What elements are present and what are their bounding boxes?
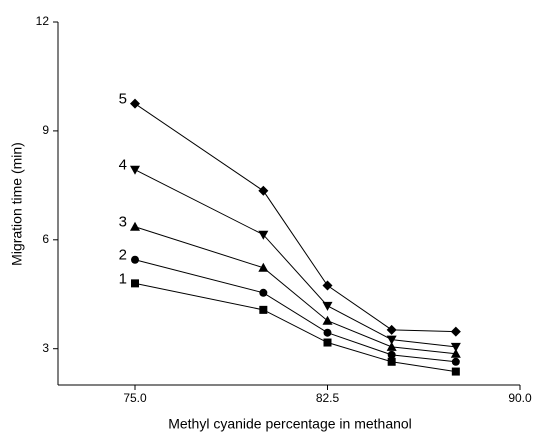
series-label: 2 xyxy=(119,247,127,264)
marker xyxy=(131,255,139,264)
marker xyxy=(130,98,140,109)
marker xyxy=(450,342,461,352)
series-label: 4 xyxy=(119,157,127,174)
series-line xyxy=(134,103,456,333)
marker xyxy=(259,305,268,314)
marker xyxy=(131,279,139,288)
x-tick-label: 75.0 xyxy=(123,391,147,405)
series-line xyxy=(134,226,456,355)
marker xyxy=(323,338,332,347)
marker xyxy=(322,280,333,291)
x-tick-label: 82.5 xyxy=(316,391,340,405)
y-axis-title: Migration time (min) xyxy=(9,142,25,266)
marker xyxy=(258,185,269,196)
marker xyxy=(322,301,333,311)
series-line xyxy=(134,282,456,373)
series-label: 1 xyxy=(119,270,127,287)
marker xyxy=(386,341,397,351)
series-label: 3 xyxy=(119,214,127,231)
x-tick-label: 90.0 xyxy=(508,391,532,405)
series-line xyxy=(134,259,456,363)
x-axis-title: Methyl cyanide percentage in methanol xyxy=(168,416,412,432)
marker xyxy=(387,350,396,359)
marker xyxy=(130,165,140,175)
marker xyxy=(451,357,460,366)
series-label: 5 xyxy=(119,91,127,108)
marker xyxy=(323,328,332,337)
y-tick-label: 9 xyxy=(42,123,49,137)
series-line xyxy=(134,169,456,348)
marker xyxy=(130,221,140,231)
y-tick-label: 6 xyxy=(42,232,49,246)
marker xyxy=(450,348,461,358)
y-tick-label: 12 xyxy=(36,14,50,28)
marker xyxy=(258,230,269,240)
y-tick-label: 3 xyxy=(42,341,49,355)
marker xyxy=(387,357,396,366)
marker xyxy=(451,367,460,376)
marker xyxy=(450,326,461,337)
marker xyxy=(322,315,333,325)
marker xyxy=(258,262,269,272)
marker xyxy=(259,288,268,297)
marker xyxy=(386,324,397,335)
marker xyxy=(386,335,397,345)
